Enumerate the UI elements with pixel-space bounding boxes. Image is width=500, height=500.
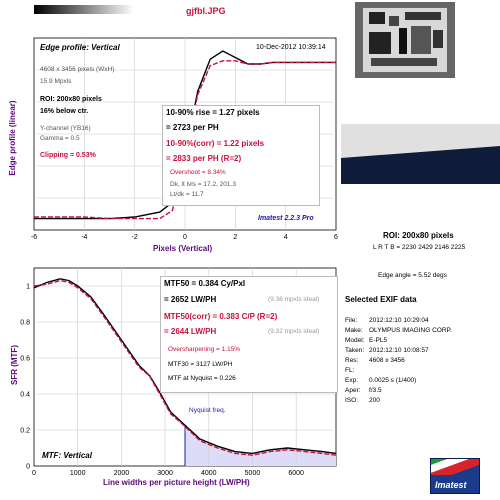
exif-value: 200 (369, 397, 380, 404)
edge-ylabel: Edge profile (linear) (8, 100, 17, 176)
exif-key: Taken: (345, 347, 365, 354)
edge-xlabel: Pixels (Vertical) (153, 244, 213, 253)
edge-roi: ROI: 200x80 pixels (40, 96, 102, 103)
edge-x-tick-label: 6 (334, 234, 338, 241)
mtf-y-tick-label: 0.8 (20, 320, 30, 327)
channel: Y-channel (YB16) (40, 125, 91, 132)
clipping: Clipping = 0.53% (40, 152, 96, 159)
exif-key: Model: (345, 337, 365, 344)
logo-text: Imatest (435, 480, 467, 490)
intensity-gradient-bar (34, 5, 134, 14)
mtf30: MTF30 = 3127 LW/PH (168, 361, 233, 368)
rise-corr-per-ph: = 2833 per PH (R=2) (166, 154, 242, 163)
mtf-x-tick-label: 2000 (114, 470, 130, 477)
edge-angle: Edge angle = 5.52 degs (378, 272, 447, 279)
mtf-panel-title: MTF: Vertical (42, 451, 92, 460)
edge-stats-box (162, 105, 320, 206)
mtf-y-tick-label: 1 (26, 284, 30, 291)
rise-per-ph: = 2723 per PH (166, 123, 219, 132)
exif-value: OLYMPUS IMAGING CORP. (369, 327, 452, 334)
edge-timestamp: 10-Dec-2012 10:39:14 (256, 44, 326, 51)
edge-x-tick-label: -4 (81, 234, 87, 241)
roi-crop-image (341, 124, 500, 184)
mtf-corr-line (33, 279, 337, 456)
roi-info-lrtb: L R T B = 2230 2429 2146 2225 (373, 244, 466, 251)
mtf50-lw: = 2652 LW/PH (164, 295, 217, 304)
rise-10-90: 10-90% rise = 1.27 pixels (166, 108, 260, 117)
exif-key: ISO: (345, 397, 359, 404)
imatest-logo: Imatest (430, 458, 480, 494)
overshoot: Overshoot = 8.34% (170, 169, 226, 176)
exif-value: 0.0025 s (1/400) (369, 377, 417, 384)
lt-dk: Lt/dk = 11.7 (170, 191, 204, 198)
edge-panel-title: Edge profile: Vertical (40, 43, 120, 52)
edge-profile-corr-line (34, 60, 336, 220)
below-ctr: 16% below ctr. (40, 108, 89, 115)
gamma: Gamma = 0.5 (40, 135, 80, 142)
mtf50-corr-ideal: (9.32 mpxls ideal) (268, 328, 320, 335)
edge-x-tick-label: 4 (284, 234, 288, 241)
mpxls: 15.9 Mpxls (40, 78, 72, 85)
exif-value: f/3.5 (369, 387, 382, 394)
edge-x-tick-label: 2 (233, 234, 237, 241)
edge-x-tick-label: -2 (132, 234, 138, 241)
mtf-ylabel: SFR (MTF) (10, 345, 19, 385)
mtf-x-tick-label: 0 (32, 470, 36, 477)
edge-x-tick-label: -6 (31, 234, 37, 241)
exif-key: Res: (345, 357, 359, 364)
mtf50-corr: MTF50(corr) = 0.383 C/P (R=2) (164, 312, 278, 321)
image-size: 4608 x 3456 pixels (WxH) (40, 66, 115, 73)
exif-value: E-PL5 (369, 337, 388, 344)
exif-key: Aper: (345, 387, 361, 394)
roi-info-size: ROI: 200x80 pixels (383, 231, 454, 240)
oversharpening: Oversharpening = 1.15% (168, 346, 241, 353)
exif-key: Make: (345, 327, 363, 334)
edge-x-tick-label: 0 (183, 234, 187, 241)
test-chart-thumbnail (355, 2, 455, 78)
imatest-version: Imatest 2.2.3 Pro (258, 215, 314, 222)
mtf-x-tick-label: 3000 (157, 470, 173, 477)
exif-key: FL: (345, 367, 355, 374)
mtf-x-tick-label: 4000 (201, 470, 217, 477)
mtf-y-tick-label: 0.2 (20, 428, 30, 435)
exif-key: File: (345, 317, 358, 324)
mtf-at-nyquist: MTF at Nyquist = 0.226 (168, 375, 236, 382)
exif-title: Selected EXIF data (345, 295, 417, 304)
mtf-xlabel: Line widths per picture height (LW/PH) (103, 478, 250, 487)
mtf50-ideal: (9.36 mpxls ideal) (268, 296, 320, 303)
exif-key: Exp: (345, 377, 359, 384)
mtf-y-tick-label: 0 (26, 464, 30, 471)
exif-value: 2012:12:10 10:29:04 (369, 317, 429, 324)
mtf-x-tick-label: 5000 (245, 470, 261, 477)
file-title: gjfbl.JPG (186, 6, 226, 16)
mtf-x-tick-label: 1000 (70, 470, 86, 477)
mtf50: MTF50 = 0.384 Cy/Pxl (164, 279, 246, 288)
mtf-y-tick-label: 0.6 (20, 356, 30, 363)
exif-value: 2012:12:10 10:08:57 (369, 347, 429, 354)
mtf50-corr-lw: = 2644 LW/PH (164, 327, 217, 336)
dk-lt-lvls: Dk, lt lvls = 17.2, 201.3 (170, 181, 236, 188)
mtf-y-tick-label: 0.4 (20, 392, 30, 399)
mtf-x-tick-label: 6000 (288, 470, 304, 477)
mtf-line (33, 278, 337, 455)
nyquist-shaded-area (185, 425, 336, 466)
exif-value: 4608 x 3456 (369, 357, 405, 364)
mtf-stats-box (160, 276, 338, 393)
nyquist-label: Nyquist freq. (189, 407, 226, 414)
rise-corr: 10-90%(corr) = 1.22 pixels (166, 139, 265, 148)
